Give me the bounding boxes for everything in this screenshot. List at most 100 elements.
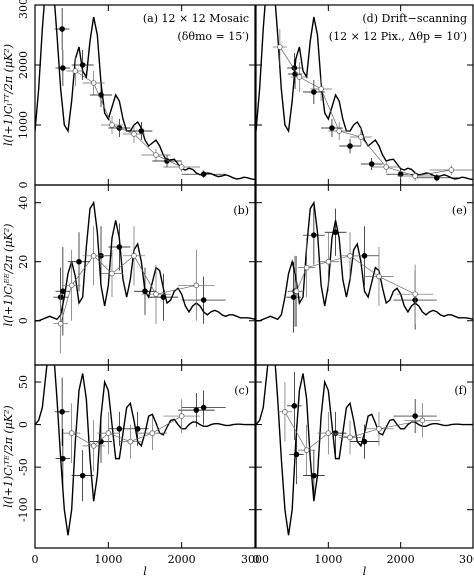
data-point (153, 152, 159, 158)
data-point (419, 417, 426, 424)
data-point (138, 128, 145, 134)
panel-label: (12 × 12 Pix., Δθp = 10′) (329, 30, 467, 43)
data-point (311, 472, 317, 479)
data-point (178, 413, 185, 419)
x-axis-label: l (143, 565, 147, 578)
theory-curve (256, 5, 473, 181)
data-point (329, 125, 335, 131)
data-point (311, 89, 317, 95)
data-point (72, 68, 79, 74)
y-tick-label: 40 (17, 196, 30, 210)
data-point (282, 409, 288, 415)
data-point (291, 403, 298, 409)
data-point (68, 430, 75, 436)
data-point (376, 273, 382, 280)
data-point (434, 175, 440, 181)
x-axis-label: l (363, 565, 367, 578)
panel-frame (255, 364, 474, 549)
panel (256, 200, 473, 333)
y-axis-label: l(l+1)Cₗᵀᵀ/2π (μK²) (2, 44, 15, 146)
y-tick-label: 20 (17, 255, 30, 269)
data-point (79, 472, 86, 479)
data-point (325, 258, 332, 265)
data-point (303, 447, 310, 453)
data-point (142, 288, 148, 295)
panel (35, 200, 255, 354)
x-tick-label: 0 (32, 553, 39, 566)
data-point (59, 409, 65, 415)
data-point (160, 294, 167, 300)
data-point (76, 258, 82, 265)
data-point (90, 80, 97, 86)
data-point (332, 229, 339, 236)
data-point (412, 413, 418, 419)
panel-label: (c) (234, 384, 249, 397)
data-point (131, 131, 137, 137)
data-point (109, 270, 115, 277)
data-point (347, 434, 353, 441)
data-point (193, 282, 200, 289)
y-tick-label: 0 (17, 421, 30, 428)
connector-line (279, 46, 452, 177)
y-tick-label: 3000 (17, 0, 30, 19)
data-point (347, 253, 353, 259)
data-point (336, 128, 342, 134)
y-tick-label: -50 (17, 458, 30, 476)
data-point (361, 438, 368, 445)
data-point (358, 134, 364, 140)
data-point (109, 122, 115, 128)
theory-curve (35, 5, 255, 181)
connector-line (71, 415, 182, 447)
data-point (193, 407, 200, 413)
y-tick-label: 2000 (17, 51, 30, 79)
panel (35, 365, 255, 536)
x-tick-label: 0 (253, 553, 260, 566)
data-point (361, 253, 368, 259)
data-point (105, 430, 112, 436)
data-point (412, 173, 418, 179)
data-point (127, 438, 134, 445)
data-point (311, 232, 317, 238)
data-point (293, 451, 300, 458)
data-point (368, 161, 375, 167)
data-point (178, 164, 185, 170)
y-tick-label: 50 (17, 375, 30, 389)
theory-curve (256, 200, 473, 322)
connector-line (296, 255, 416, 295)
data-point (200, 404, 207, 411)
data-point (60, 288, 66, 295)
data-point (60, 455, 66, 462)
data-point (303, 264, 310, 271)
data-point (277, 44, 283, 50)
panel-label: (d) Drift−scanning (362, 12, 467, 25)
data-point (60, 65, 66, 71)
y-tick-label: 0 (17, 317, 30, 324)
x-tick-label: 1000 (94, 553, 122, 566)
data-point (116, 426, 123, 432)
data-point (79, 62, 86, 68)
data-point (90, 443, 97, 449)
connector-line (75, 70, 182, 168)
panel-label: (e) (452, 204, 467, 217)
panel-label: (f) (454, 384, 467, 397)
data-point (153, 291, 159, 297)
panel-label: (b) (233, 204, 249, 217)
data-point (325, 430, 332, 436)
panel-label: (δθmo = 15′) (177, 30, 249, 43)
data-point (200, 297, 207, 303)
data-point (296, 74, 303, 80)
data-point (57, 320, 64, 327)
data-point (376, 426, 382, 432)
data-point (200, 171, 207, 178)
panel (256, 365, 473, 536)
panel (35, 5, 255, 181)
data-point (383, 164, 390, 170)
data-point (412, 291, 418, 297)
panel-frame (34, 364, 256, 549)
y-axis-label: l(l+1)Cₗᴱᴱ/2π (μK²) (2, 224, 15, 327)
x-tick-label: 2000 (168, 553, 196, 566)
data-point (59, 26, 65, 32)
data-point (131, 253, 137, 259)
data-point (149, 430, 156, 436)
